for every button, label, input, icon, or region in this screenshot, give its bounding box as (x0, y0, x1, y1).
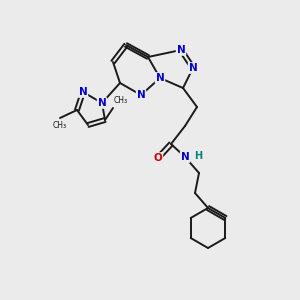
Text: N: N (181, 152, 189, 162)
Text: N: N (177, 45, 185, 55)
Text: N: N (79, 87, 87, 97)
Text: N: N (98, 98, 106, 108)
Text: N: N (156, 73, 164, 83)
Text: O: O (154, 153, 162, 163)
Text: H: H (194, 151, 202, 161)
Text: N: N (189, 63, 197, 73)
Text: N: N (136, 90, 146, 100)
Text: CH₃: CH₃ (114, 96, 128, 105)
Text: CH₃: CH₃ (53, 121, 67, 130)
